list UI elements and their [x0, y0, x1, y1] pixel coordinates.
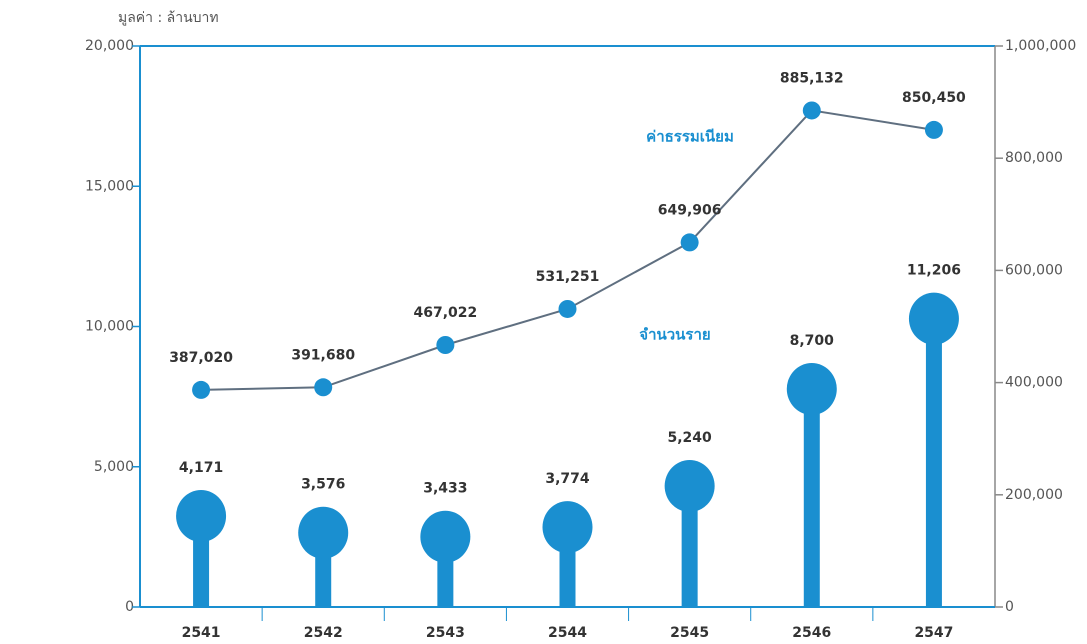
- lollipop-stem: [804, 389, 820, 607]
- lollipop-head: [787, 363, 837, 415]
- y-tick-label: 15,000: [85, 178, 134, 194]
- value-label: 3,433: [423, 481, 467, 497]
- lollipop-head: [298, 507, 348, 559]
- lollipop: [176, 490, 226, 607]
- value-label: 3,576: [301, 477, 345, 493]
- y-tick-label: 20,000: [85, 38, 134, 54]
- value-label: 467,022: [413, 305, 477, 321]
- y2-tick-label: 1,000,000: [1005, 38, 1076, 54]
- value-label: 850,450: [902, 90, 966, 106]
- x-tick-label: 2541: [182, 625, 221, 641]
- lollipop: [543, 501, 593, 607]
- y2-tick-label: 600,000: [1005, 262, 1063, 278]
- value-label: 387,020: [169, 350, 233, 366]
- x-tick-label: 2547: [914, 625, 953, 641]
- x-tick-label: 2542: [304, 625, 343, 641]
- lollipop-head: [420, 511, 470, 563]
- y2-tick-label: 200,000: [1005, 487, 1063, 503]
- lollipop-stem: [926, 319, 942, 607]
- x-tick-label: 2544: [548, 625, 587, 641]
- lollipop: [298, 507, 348, 607]
- line-marker: [314, 378, 332, 396]
- value-label: 8,700: [790, 333, 835, 349]
- lollipop: [909, 293, 959, 607]
- line-marker: [681, 233, 699, 251]
- x-tick-label: 2545: [670, 625, 709, 641]
- value-label: 4,171: [179, 460, 223, 476]
- y2-tick-label: 0: [1005, 599, 1014, 615]
- value-label: 11,206: [907, 263, 961, 279]
- line-marker: [925, 121, 943, 139]
- y-tick-label: 5,000: [94, 459, 134, 475]
- lollipop-head: [665, 460, 715, 512]
- chart: มูลค่า : ล้านบาท 0 5,000 10,000 15,000 20,00…: [0, 0, 1087, 644]
- line-marker: [436, 336, 454, 354]
- x-tick-label: 2546: [792, 625, 831, 641]
- value-label: 3,774: [545, 471, 590, 487]
- value-label: 885,132: [780, 70, 844, 86]
- series-label: จำนวนราย: [639, 326, 710, 344]
- y-axis-title: มูลค่า : ล้านบาท: [118, 10, 219, 26]
- value-label: 531,251: [536, 269, 600, 285]
- lollipop: [665, 460, 715, 607]
- series-label: ค่าธรรมเนียม: [646, 128, 734, 146]
- lollipop-head: [543, 501, 593, 553]
- line-marker: [192, 381, 210, 399]
- lollipop-head: [176, 490, 226, 542]
- lollipop: [787, 363, 837, 607]
- value-label: 391,680: [291, 347, 355, 363]
- value-label: 649,906: [658, 202, 722, 218]
- y-tick-label: 10,000: [85, 319, 134, 335]
- line-marker: [559, 300, 577, 318]
- y2-tick-label: 400,000: [1005, 375, 1063, 391]
- lollipop-head: [909, 293, 959, 345]
- value-label: 5,240: [667, 430, 712, 446]
- line-marker: [803, 101, 821, 119]
- y2-tick-label: 800,000: [1005, 150, 1063, 166]
- lollipop: [420, 511, 470, 607]
- x-tick-label: 2543: [426, 625, 465, 641]
